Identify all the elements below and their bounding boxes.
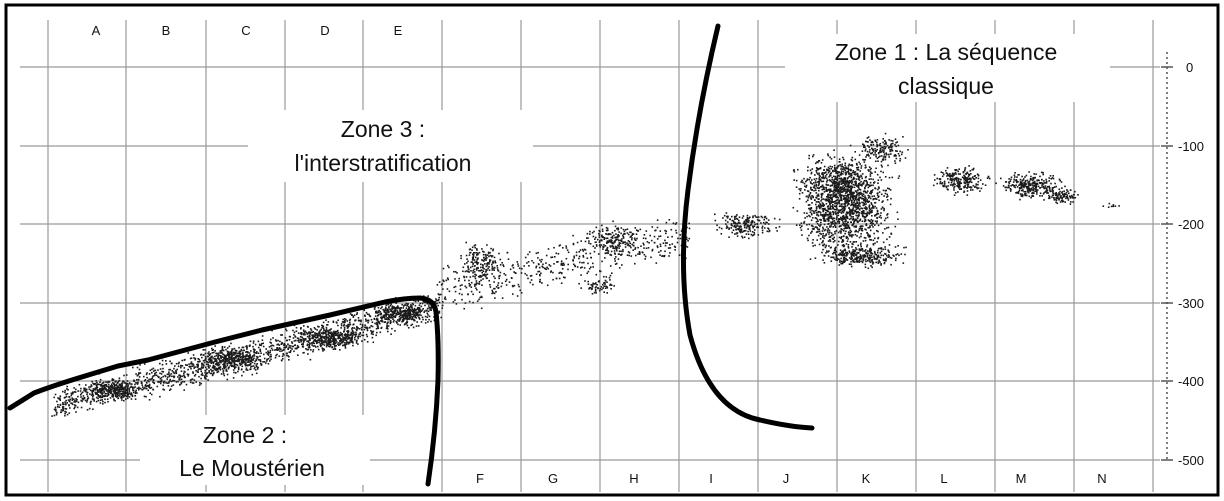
find-points-scatter: [51, 132, 1120, 417]
column-label-h: H: [629, 471, 638, 486]
depth-label-200: -200: [1178, 217, 1204, 232]
zone1-subtitle: classique: [898, 73, 994, 99]
column-labels-bottom: F G H I J K L M N: [476, 471, 1107, 486]
zone1-title: Zone 1 : La séquence: [835, 39, 1058, 65]
depth-label-100: -100: [1178, 139, 1204, 154]
column-label-k: K: [862, 471, 871, 486]
column-label-f: F: [476, 471, 484, 486]
zone-boundary-zone2: [7, 295, 441, 487]
column-label-a: A: [92, 23, 101, 38]
column-label-c: C: [241, 23, 250, 38]
column-label-m: M: [1016, 471, 1027, 486]
column-label-j: J: [783, 471, 790, 486]
zone3-subtitle: l'interstratification: [295, 150, 472, 176]
column-label-e: E: [394, 23, 403, 38]
column-label-d: D: [320, 23, 329, 38]
column-label-i: I: [709, 471, 713, 486]
depth-label-0: 0: [1186, 60, 1193, 75]
column-label-n: N: [1097, 471, 1106, 486]
zone2-subtitle: Le Moustérien: [179, 455, 325, 481]
depth-label-300: -300: [1178, 296, 1204, 311]
depth-label-500: -500: [1178, 453, 1204, 468]
label-backgrounds: [140, 34, 1110, 485]
column-labels-top: A B C D E: [92, 23, 403, 38]
zone-labels: Zone 1 : La séquence classique Zone 3 : …: [179, 39, 1057, 481]
column-label-l: L: [940, 471, 947, 486]
column-label-g: G: [548, 471, 558, 486]
zone-boundary-zone1: [680, 23, 815, 431]
zone2-title: Zone 2 :: [203, 422, 287, 448]
depth-axis: 0 -100 -200 -300 -400 -500: [1161, 52, 1204, 468]
depth-label-400: -400: [1178, 374, 1204, 389]
column-label-b: B: [162, 23, 171, 38]
zone3-title: Zone 3 :: [341, 116, 425, 142]
